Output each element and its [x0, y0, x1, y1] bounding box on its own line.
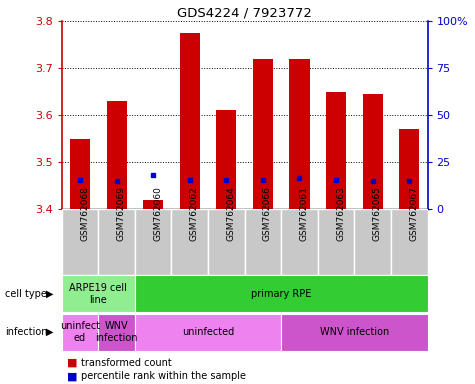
Bar [106, 101, 127, 209]
Bar [281, 314, 428, 351]
Bar [135, 275, 428, 312]
Bar [253, 59, 273, 209]
Text: percentile rank within the sample: percentile rank within the sample [81, 371, 246, 381]
Bar [208, 209, 245, 275]
Text: WNV
infection: WNV infection [95, 321, 138, 343]
Text: GSM762065: GSM762065 [373, 186, 381, 241]
Text: GSM762066: GSM762066 [263, 186, 272, 241]
Text: WNV infection: WNV infection [320, 327, 389, 337]
Bar [354, 209, 391, 275]
Bar [62, 314, 98, 351]
Bar [289, 59, 310, 209]
Bar [70, 139, 90, 209]
Text: GSM762060: GSM762060 [153, 186, 162, 241]
Text: GSM762064: GSM762064 [226, 187, 235, 241]
Bar [281, 209, 318, 275]
Bar [216, 111, 237, 209]
Text: GSM762067: GSM762067 [409, 186, 418, 241]
Text: GSM762061: GSM762061 [300, 186, 308, 241]
Text: GSM762063: GSM762063 [336, 186, 345, 241]
Bar [391, 209, 428, 275]
Text: ▶: ▶ [46, 327, 54, 337]
Bar [98, 314, 135, 351]
Text: ARPE19 cell
line: ARPE19 cell line [69, 283, 127, 305]
Title: GDS4224 / 7923772: GDS4224 / 7923772 [177, 7, 312, 20]
Bar [62, 275, 135, 312]
Text: ■: ■ [66, 358, 77, 368]
Text: GSM762069: GSM762069 [117, 186, 125, 241]
Text: uninfected: uninfected [182, 327, 234, 337]
Text: uninfect
ed: uninfect ed [60, 321, 100, 343]
Text: GSM762062: GSM762062 [190, 187, 199, 241]
Text: ▶: ▶ [46, 289, 54, 299]
Text: cell type: cell type [5, 289, 47, 299]
Bar [362, 94, 383, 209]
Bar [135, 209, 171, 275]
Bar [135, 314, 281, 351]
Bar [62, 209, 98, 275]
Bar [143, 200, 163, 209]
Bar [318, 209, 354, 275]
Text: GSM762068: GSM762068 [80, 186, 89, 241]
Bar [245, 209, 281, 275]
Text: ■: ■ [66, 371, 77, 381]
Bar [326, 92, 346, 209]
Text: transformed count: transformed count [81, 358, 171, 368]
Bar [98, 209, 135, 275]
Bar [171, 209, 208, 275]
Bar [180, 33, 200, 209]
Bar [399, 129, 419, 209]
Text: infection: infection [5, 327, 47, 337]
Text: primary RPE: primary RPE [251, 289, 312, 299]
